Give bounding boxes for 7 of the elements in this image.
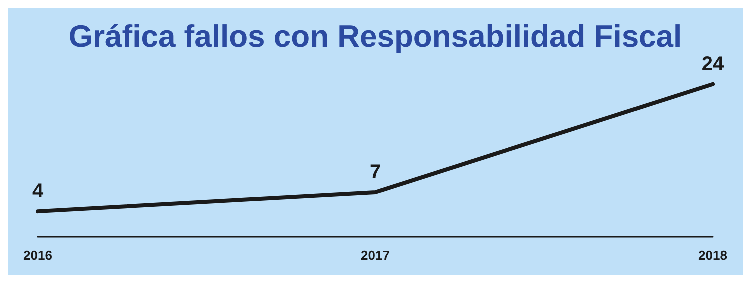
data-label: 4 <box>32 180 44 203</box>
data-label: 24 <box>702 53 725 76</box>
data-label: 7 <box>370 161 382 184</box>
chart-title: Gráfica fallos con Responsabilidad Fiscal <box>68 19 682 54</box>
x-tick-label: 2018 <box>698 248 728 263</box>
x-tick-label: 2017 <box>361 248 390 263</box>
x-tick-label: 2016 <box>24 248 52 263</box>
